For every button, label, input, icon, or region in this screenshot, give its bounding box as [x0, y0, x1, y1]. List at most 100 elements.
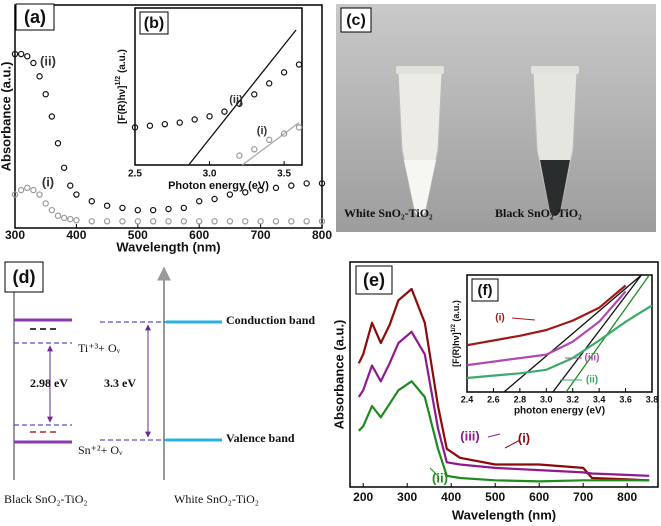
- x-tick-label: 600: [529, 490, 549, 504]
- data-point: [42, 200, 49, 207]
- data-point: [54, 212, 62, 219]
- data-point: [280, 130, 288, 137]
- panel-label-box: [15, 3, 55, 31]
- x-tick-label: 3.0: [540, 394, 553, 404]
- label-arrow: [511, 317, 536, 321]
- data-point: [195, 198, 203, 205]
- fit-line: [188, 29, 297, 166]
- x-tick-label: 200: [353, 490, 373, 504]
- series-label: (ii): [40, 53, 56, 68]
- data-line: [466, 304, 653, 380]
- data-point: [103, 218, 111, 225]
- photo-background: [336, 4, 656, 232]
- data-point: [36, 73, 43, 80]
- data-point: [134, 218, 141, 225]
- gap-label: 3.3 eV: [104, 376, 136, 390]
- x-tick-label: 800: [617, 490, 637, 504]
- panel-label: (c): [346, 12, 366, 29]
- data-point: [295, 124, 303, 131]
- data-point: [36, 191, 43, 198]
- y-axis-label: [F(R)hν]1/2 (a.u.): [451, 300, 462, 367]
- x-tick-label: 300: [397, 490, 417, 504]
- data-point: [191, 116, 198, 123]
- data-point: [265, 136, 273, 144]
- band-label: Valence band: [226, 431, 295, 445]
- data-point: [242, 218, 249, 225]
- series-label: (iii): [460, 428, 480, 443]
- series-label: (ii): [586, 375, 598, 386]
- data-point: [48, 113, 56, 120]
- series-label: (i): [257, 125, 268, 137]
- x-tick-label: 2.6: [487, 394, 500, 404]
- y-axis-label-part: [F(R)hν]: [451, 332, 461, 367]
- data-point: [60, 164, 68, 171]
- data-point: [73, 216, 80, 224]
- y-axis-label-sup: 1/2: [451, 323, 457, 332]
- data-point: [24, 184, 31, 192]
- data-point: [176, 119, 183, 126]
- data-point: [48, 206, 56, 214]
- data-point: [272, 218, 280, 225]
- data-point: [165, 205, 172, 213]
- data-point: [30, 59, 37, 67]
- y-axis-label-part: (a.u.): [117, 49, 128, 76]
- data-point: [88, 218, 95, 225]
- y-axis-label: Absorbance (a.u.): [331, 320, 346, 430]
- plot-frame: [134, 7, 303, 166]
- data-point: [288, 182, 295, 189]
- fit-line: [552, 274, 642, 393]
- data-point: [17, 50, 25, 58]
- y-axis-label-part: (a.u.): [451, 300, 461, 324]
- x-tick-label: 700: [251, 228, 271, 242]
- x-tick-label: 3.5: [277, 169, 291, 180]
- data-point: [60, 214, 68, 222]
- data-point: [30, 186, 37, 194]
- gap-label: 2.98 eV: [30, 376, 68, 390]
- x-tick-label: 300: [5, 228, 25, 242]
- x-tick-label: 3.8: [646, 394, 659, 404]
- x-tick-label: 600: [189, 228, 209, 242]
- x-axis-label: Wavelength (nm): [452, 507, 556, 522]
- data-point: [180, 204, 188, 212]
- data-point: [251, 146, 258, 153]
- panel-label: (d): [13, 267, 36, 287]
- x-axis-label: Photon energy (eV): [168, 180, 269, 192]
- data-point: [303, 218, 310, 225]
- data-point: [295, 61, 303, 68]
- series-label: (i): [42, 174, 54, 189]
- x-axis-label: photon energy (eV): [514, 406, 605, 417]
- label-arrow: [504, 439, 521, 449]
- data-point: [211, 218, 218, 225]
- data-point: [24, 53, 31, 60]
- x-tick-label: 3.0: [203, 169, 217, 180]
- data-point: [146, 122, 154, 129]
- band-label: Conduction band: [226, 313, 315, 327]
- x-tick-label: 2.4: [461, 394, 474, 404]
- series-label: (ii): [229, 94, 243, 106]
- panel-label-box: [355, 265, 393, 295]
- panel-label-box: [139, 11, 169, 35]
- x-tick-label: 2.5: [128, 169, 142, 180]
- data-point: [11, 191, 19, 198]
- panel-label: (a): [24, 7, 46, 27]
- x-tick-label: 3.4: [593, 394, 606, 404]
- x-tick-label: 800: [312, 228, 332, 242]
- data-point: [236, 152, 243, 159]
- data-point: [242, 189, 249, 196]
- label-arrow: [429, 467, 439, 477]
- data-point: [226, 218, 234, 225]
- data-point: [211, 195, 218, 203]
- x-tick-label: 3.6: [619, 394, 632, 404]
- data-point: [161, 120, 169, 128]
- data-point: [272, 184, 280, 192]
- data-point: [236, 100, 243, 107]
- data-point: [318, 180, 326, 187]
- x-tick-label: 700: [573, 490, 593, 504]
- fit-line: [241, 122, 300, 166]
- data-point: [280, 69, 288, 76]
- data-point: [251, 91, 258, 98]
- data-point: [134, 206, 141, 214]
- panel-label: (f): [478, 282, 493, 299]
- panel-label-box: [471, 278, 499, 302]
